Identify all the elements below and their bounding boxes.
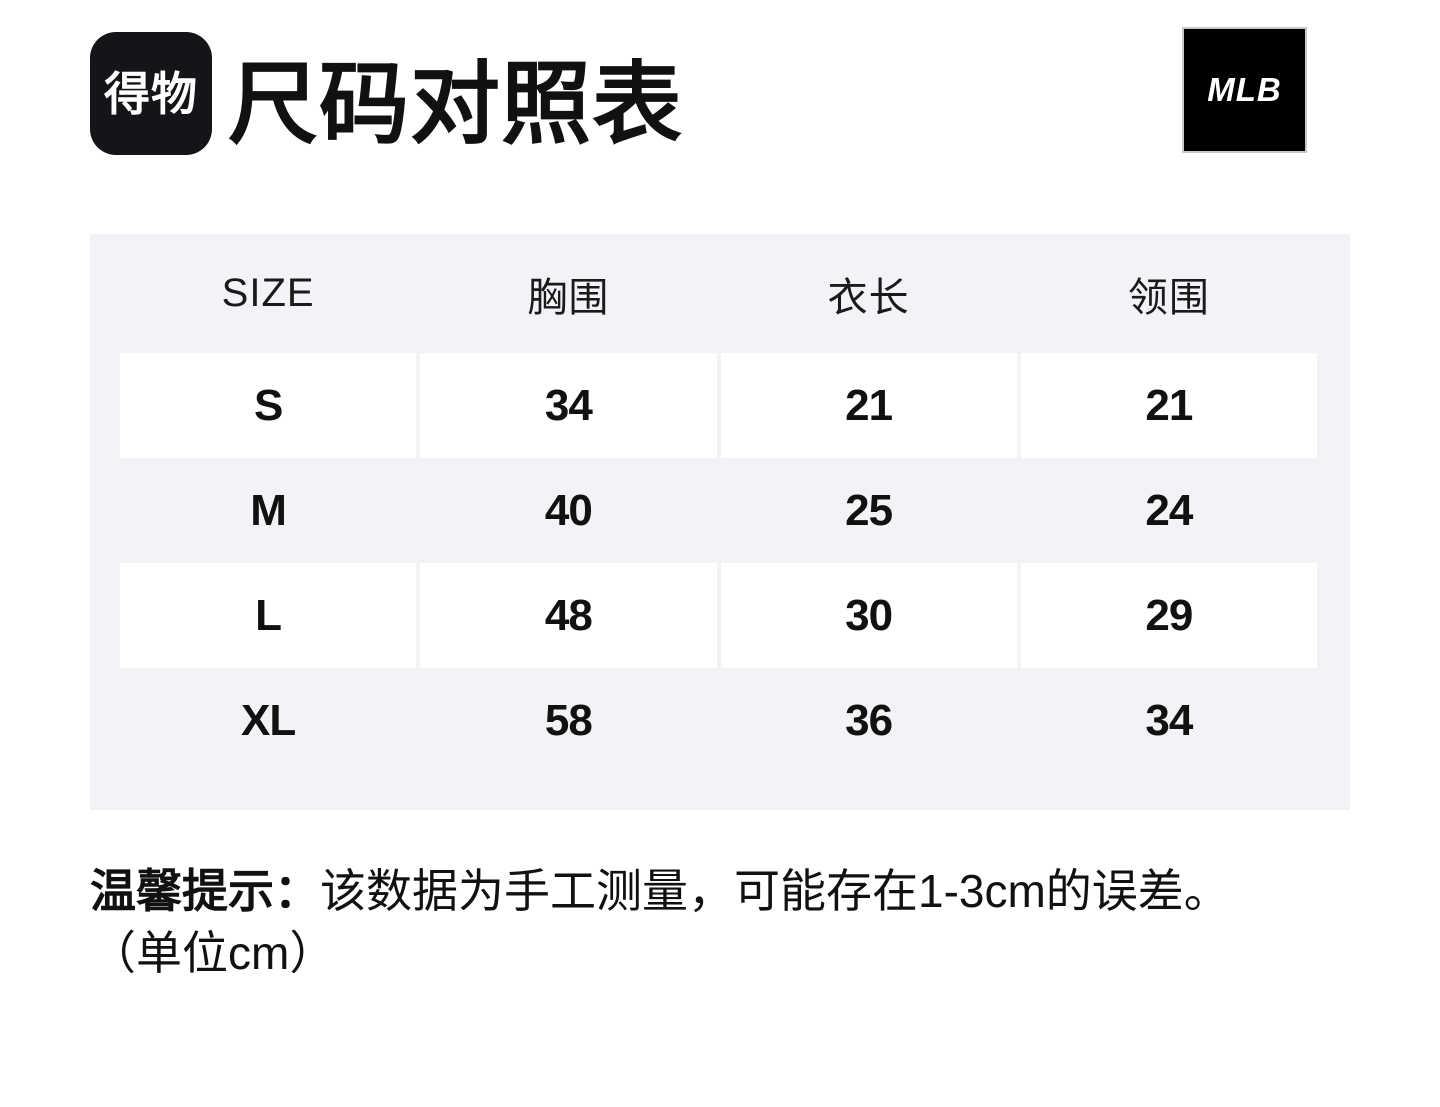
- header-cell-chest: 胸围: [527, 275, 610, 320]
- dewu-logo-text: 得物: [104, 67, 198, 120]
- cell-length: 21: [720, 353, 1017, 458]
- cell-chest: 48: [420, 563, 717, 668]
- row-size-label: M: [250, 485, 287, 535]
- note-unit: （单位cm）: [90, 927, 336, 979]
- measurement-note: 温馨提示：该数据为手工测量，可能存在1-3cm的误差。 （单位cm）: [90, 860, 1370, 984]
- note-text: 该数据为手工测量，可能存在1-3cm的误差。: [320, 865, 1230, 917]
- cell-collar: 29: [1020, 563, 1317, 668]
- mlb-brand-logo-text: MLB: [1207, 71, 1282, 108]
- row-size-label: S: [120, 353, 417, 458]
- page-title: 尺码对照表: [228, 55, 683, 155]
- cell-chest: 58: [544, 695, 593, 745]
- table-row-l: L 48 30 29: [120, 563, 1317, 668]
- cell-length: 36: [845, 695, 893, 745]
- size-table-card: SIZE 胸围 衣长 领围 S 34 21 21 M 40 25 24 L 48…: [90, 234, 1350, 810]
- cell-length: 30: [720, 563, 1017, 668]
- table-row-xl: XL 58 36 34: [120, 668, 1317, 773]
- cell-collar: 34: [1145, 695, 1193, 745]
- cell-chest: 34: [420, 353, 717, 458]
- cell-chest: 40: [544, 485, 593, 535]
- header-cell-size: SIZE: [221, 271, 315, 315]
- cell-collar: 21: [1020, 353, 1317, 458]
- table-row-s: S 34 21 21: [120, 353, 1317, 458]
- header-cell-collar: 领围: [1127, 275, 1210, 320]
- dewu-logo: 得物: [90, 32, 212, 155]
- table-header-row: SIZE 胸围 衣长 领围: [120, 234, 1317, 353]
- cell-collar: 24: [1145, 485, 1193, 535]
- row-size-label: XL: [241, 695, 296, 745]
- cell-length: 25: [845, 485, 893, 535]
- header-cell-length: 衣长: [827, 275, 910, 320]
- note-label: 温馨提示：: [90, 865, 320, 917]
- row-size-label: L: [120, 563, 417, 668]
- mlb-brand-logo: MLB: [1182, 27, 1307, 153]
- table-row-m: M 40 25 24: [120, 458, 1317, 563]
